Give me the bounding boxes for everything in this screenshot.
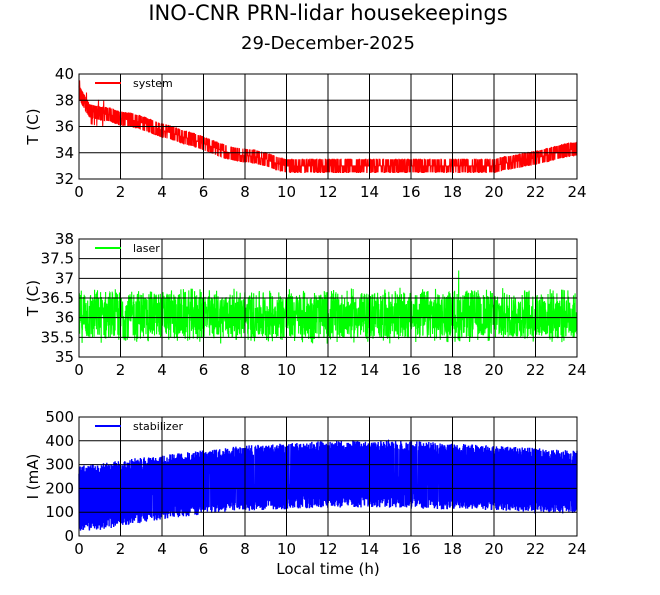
x-tick-label: 14 [360, 183, 379, 201]
x-tick-label: 18 [443, 183, 462, 201]
x-tick-label: 6 [199, 183, 209, 201]
chart-title: INO-CNR PRN-lidar housekeepings [148, 1, 507, 25]
legend-label: system [133, 77, 173, 90]
x-tick-label: 0 [74, 361, 84, 379]
x-tick-label: 4 [157, 183, 167, 201]
x-tick-label: 20 [484, 183, 503, 201]
y-tick-label: 36.5 [41, 289, 74, 307]
y-tick-label: 35 [55, 348, 74, 366]
x-tick-label: 22 [526, 540, 545, 558]
y-tick-label: 100 [45, 503, 74, 521]
x-tick-label: 2 [116, 183, 126, 201]
plot-frame [78, 416, 578, 537]
x-tick-label: 14 [360, 540, 379, 558]
plot-frame [78, 73, 578, 180]
y-tick-label: 38 [55, 91, 74, 109]
legend-label: stabilizer [133, 420, 183, 433]
y-tick-label: 36 [55, 118, 74, 136]
x-tick-label: 18 [443, 361, 462, 379]
x-tick-label: 22 [526, 361, 545, 379]
x-tick-label: 2 [116, 361, 126, 379]
panel-2: 0 2 4 6 8 10 12 14 16 18 20 22 243535.53636.53737.53… [24, 230, 587, 379]
y-tick-label: 38 [55, 230, 74, 248]
x-tick-label: 16 [401, 361, 420, 379]
y-axis-label: T (C) [24, 108, 42, 145]
x-tick-label: 14 [360, 361, 379, 379]
x-tick-label: 12 [318, 183, 337, 201]
y-tick-label: 500 [45, 408, 74, 426]
x-tick-label: 22 [526, 183, 545, 201]
x-tick-label: 20 [484, 540, 503, 558]
y-tick-label: 35.5 [41, 328, 74, 346]
y-tick-label: 36 [55, 309, 74, 327]
y-axis-label: T (C) [24, 280, 42, 317]
y-tick-label: 400 [45, 432, 74, 450]
x-tick-label: 16 [401, 183, 420, 201]
y-tick-label: 37 [55, 269, 74, 287]
y-tick-label: 300 [45, 456, 74, 474]
y-tick-label: 34 [55, 144, 74, 162]
x-tick-label: 0 [74, 540, 84, 558]
x-tick-label: 8 [240, 183, 250, 201]
x-tick-label: 24 [567, 361, 586, 379]
x-tick-label: 4 [157, 540, 167, 558]
y-tick-label: 37.5 [41, 250, 74, 268]
x-tick-label: 24 [567, 183, 586, 201]
x-tick-label: 4 [157, 361, 167, 379]
x-tick-label: 0 [74, 183, 84, 201]
x-tick-label: 10 [277, 540, 296, 558]
legend-label: laser [133, 242, 160, 255]
x-tick-label: 18 [443, 540, 462, 558]
x-tick-label: 10 [277, 361, 296, 379]
plot-frame [78, 238, 578, 358]
x-tick-label: 2 [116, 540, 126, 558]
x-tick-label: 8 [240, 540, 250, 558]
chart-date: 29-December-2025 [241, 33, 415, 54]
x-axis-label: Local time (h) [276, 560, 380, 578]
y-tick-label: 40 [55, 65, 74, 83]
x-tick-label: 6 [199, 361, 209, 379]
y-tick-label: 0 [64, 527, 74, 545]
y-axis-label: I (mA) [24, 454, 42, 500]
x-tick-label: 10 [277, 183, 296, 201]
x-tick-label: 24 [567, 540, 586, 558]
x-tick-label: 16 [401, 540, 420, 558]
y-tick-label: 200 [45, 479, 74, 497]
y-tick-label: 32 [55, 170, 74, 188]
x-tick-label: 12 [318, 540, 337, 558]
x-tick-label: 12 [318, 361, 337, 379]
x-tick-label: 20 [484, 361, 503, 379]
x-tick-label: 8 [240, 361, 250, 379]
x-tick-label: 6 [199, 540, 209, 558]
